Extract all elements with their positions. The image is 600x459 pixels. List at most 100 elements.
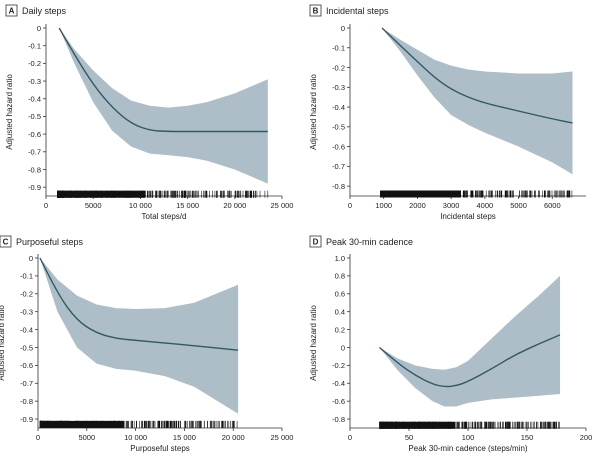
confidence-band xyxy=(59,28,268,184)
x-tick-label: 5000 xyxy=(78,433,95,442)
x-tick-label: 0 xyxy=(348,433,352,442)
y-tick-label: -0.2 xyxy=(28,59,41,68)
y-tick-label: -0.3 xyxy=(20,307,33,316)
confidence-band xyxy=(379,275,560,407)
rug-dense-core xyxy=(57,190,146,198)
x-tick-label: 4000 xyxy=(477,201,494,210)
rug-dense-core xyxy=(40,420,124,428)
x-tick-label: 150 xyxy=(521,433,534,442)
panel-letter: C xyxy=(3,238,9,247)
panel-d: D Peak 30-min cadence 1.0 0.8 0.6 0.4 0.2 0 -0.2… xyxy=(309,235,593,453)
y-tick-label: -0.2 xyxy=(332,361,345,370)
y-tick-label: -0.1 xyxy=(20,272,33,281)
y-tick-label: -0.2 xyxy=(332,63,345,72)
y-tick-label: -0.5 xyxy=(20,343,33,352)
panel-b: B Incidental steps 0 -0.1 -0.2 -0.3 -0.4 -0.5 -0… xyxy=(309,4,586,221)
panel-letter-box xyxy=(309,4,322,17)
x-tick-label: 5000 xyxy=(510,201,527,210)
rug-plot xyxy=(56,190,269,198)
panel-a: A Daily steps 0 -0.1 -0.2 -0.3 -0.4 -0.5 -0.6 -0.… xyxy=(5,4,294,221)
y-tick-label: -0.3 xyxy=(28,77,41,86)
y-tick-label: -0.6 xyxy=(20,361,33,370)
estimate-line xyxy=(58,27,268,133)
panel-c: C Purposeful steps 0 -0.1 -0.2 -0.3 -0.4 -0.5 -0… xyxy=(0,235,294,453)
x-tick-label: 200 xyxy=(580,433,593,442)
x-tick-label: 20 000 xyxy=(223,201,246,210)
rug-plot xyxy=(379,190,573,198)
y-tick-label: -0.1 xyxy=(28,41,41,50)
y-tick-label: 0 xyxy=(341,343,345,352)
panel-letter-box xyxy=(309,235,322,248)
y-tick-label: -0.8 xyxy=(20,397,33,406)
panel-letter-box xyxy=(5,4,18,17)
y-tick-label: -0.6 xyxy=(332,397,345,406)
confidence-band xyxy=(382,28,573,175)
y-tick-label: -0.2 xyxy=(20,290,33,299)
y-tick-label: -0.1 xyxy=(332,44,345,53)
y-tick-label: -0.7 xyxy=(332,162,345,171)
x-axis-label: Peak 30-min cadence (steps/min) xyxy=(408,444,528,453)
panel-title: Purposeful steps xyxy=(16,237,84,247)
y-tick-label: -0.9 xyxy=(28,183,41,192)
x-tick-label: 100 xyxy=(462,433,475,442)
x-tick-label: 15 000 xyxy=(173,433,196,442)
y-tick-label: 1.0 xyxy=(335,254,345,263)
x-tick-label: 1000 xyxy=(375,201,392,210)
rug-plot xyxy=(379,421,560,429)
y-tick-label: -0.5 xyxy=(28,112,41,121)
panel-title: Daily steps xyxy=(22,6,67,16)
x-tick-label: 6000 xyxy=(544,201,561,210)
x-tick-label: 25 000 xyxy=(271,201,294,210)
x-tick-label: 3000 xyxy=(443,201,460,210)
x-tick-label: 50 xyxy=(405,433,413,442)
y-tick-label: 0.8 xyxy=(335,272,345,281)
x-axis-label: Purposeful steps xyxy=(130,444,190,453)
panel-letter: D xyxy=(313,238,319,247)
panel-letter-box xyxy=(0,235,12,248)
y-tick-label: -0.4 xyxy=(332,379,345,388)
rug-dense-core xyxy=(380,190,461,198)
y-axis-label: Adjusted hazard ratio xyxy=(309,74,318,150)
x-tick-label: 10 000 xyxy=(124,433,147,442)
x-tick-label: 20 000 xyxy=(222,433,245,442)
rug-plot xyxy=(39,420,238,428)
x-tick-label: 0 xyxy=(36,433,40,442)
confidence-band xyxy=(40,258,239,414)
y-tick-label: 0.2 xyxy=(335,325,345,334)
panel-letter: B xyxy=(313,7,319,16)
x-tick-label: 25 000 xyxy=(271,433,294,442)
y-tick-label: -0.9 xyxy=(20,415,33,424)
x-axis-label: Total steps/d xyxy=(142,212,187,221)
x-tick-label: 2000 xyxy=(409,201,426,210)
y-axis-label: Adjusted hazard ratio xyxy=(0,305,6,381)
y-tick-label: -0.7 xyxy=(20,379,33,388)
rug-dense-core xyxy=(379,421,456,429)
x-tick-label: 0 xyxy=(348,201,352,210)
estimate-line xyxy=(379,334,561,388)
y-tick-label: -0.5 xyxy=(332,123,345,132)
panel-title: Peak 30-min cadence xyxy=(326,237,413,247)
y-tick-label: -0.4 xyxy=(28,95,41,104)
y-tick-label: 0 xyxy=(29,254,33,263)
y-axis-label: Adjusted hazard ratio xyxy=(309,305,318,381)
x-tick-label: 15 000 xyxy=(176,201,199,210)
y-tick-label: -0.7 xyxy=(28,148,41,157)
panel-title: Incidental steps xyxy=(326,6,389,16)
estimate-line xyxy=(39,257,239,351)
x-tick-label: 5000 xyxy=(85,201,102,210)
y-tick-label: -0.4 xyxy=(332,103,345,112)
y-tick-label: -0.3 xyxy=(332,83,345,92)
y-tick-label: -0.8 xyxy=(332,415,345,424)
y-axis-label: Adjusted hazard ratio xyxy=(5,74,14,150)
y-tick-label: 0 xyxy=(341,24,345,33)
panel-letter: A xyxy=(9,7,15,16)
estimate-line xyxy=(381,27,573,124)
y-tick-label: -0.8 xyxy=(28,165,41,174)
y-tick-label: -0.8 xyxy=(332,182,345,191)
y-tick-label: 0 xyxy=(37,24,41,33)
y-tick-label: -0.6 xyxy=(332,142,345,151)
x-tick-label: 0 xyxy=(44,201,48,210)
x-axis-label: Incidental steps xyxy=(440,212,496,221)
